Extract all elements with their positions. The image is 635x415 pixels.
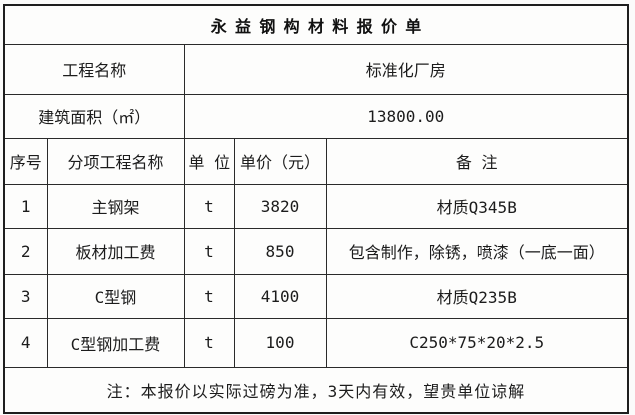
col-header-remark: 备 注 bbox=[325, 137, 629, 185]
col-header-seq: 序号 bbox=[3, 137, 48, 185]
cell-item-name: C型钢 bbox=[46, 273, 185, 319]
project-name-row: 工程名称 标准化厂房 bbox=[3, 43, 629, 95]
project-name-label: 工程名称 bbox=[3, 43, 185, 95]
table-row: 2 板材加工费 t 850 包含制作，除锈，喷漆（一底一面） bbox=[3, 227, 629, 275]
footer-note: 注：本报价以实际过磅为准，3天内有效，望贵单位谅解 bbox=[3, 366, 629, 414]
building-area-label: 建筑面积（㎡） bbox=[3, 93, 185, 139]
cell-item-name: 板材加工费 bbox=[46, 227, 185, 275]
table-row: 1 主钢架 t 3820 材质Q345B bbox=[3, 183, 629, 229]
cell-seq: 2 bbox=[3, 227, 48, 275]
table-row: 4 C型钢加工费 t 100 C250*75*20*2.5 bbox=[3, 317, 629, 368]
cell-unit: t bbox=[183, 183, 235, 229]
building-area-value: 13800.00 bbox=[183, 93, 629, 139]
cell-unit: t bbox=[183, 273, 235, 319]
cell-unit-price: 3820 bbox=[233, 183, 327, 229]
col-header-unit-price: 单价（元） bbox=[233, 137, 327, 185]
quotation-table: 永益钢构材料报价单 工程名称 标准化厂房 建筑面积（㎡） 13800.00 序号… bbox=[3, 4, 629, 414]
cell-unit: t bbox=[183, 317, 235, 368]
col-header-unit: 单 位 bbox=[183, 137, 235, 185]
project-name-value: 标准化厂房 bbox=[183, 43, 629, 95]
page-title: 永益钢构材料报价单 bbox=[3, 4, 629, 45]
cell-item-name: 主钢架 bbox=[46, 183, 185, 229]
cell-unit-price: 100 bbox=[233, 317, 327, 368]
cell-unit: t bbox=[183, 227, 235, 275]
cell-remark: 材质Q345B bbox=[325, 183, 629, 229]
table-row: 3 C型钢 t 4100 材质Q235B bbox=[3, 273, 629, 319]
cell-seq: 3 bbox=[3, 273, 48, 319]
cell-seq: 1 bbox=[3, 183, 48, 229]
col-header-item-name: 分项工程名称 bbox=[46, 137, 185, 185]
cell-seq: 4 bbox=[3, 317, 48, 368]
building-area-row: 建筑面积（㎡） 13800.00 bbox=[3, 93, 629, 139]
cell-remark: 材质Q235B bbox=[325, 273, 629, 319]
title-row: 永益钢构材料报价单 bbox=[3, 4, 629, 45]
cell-unit-price: 4100 bbox=[233, 273, 327, 319]
quotation-sheet: 永益钢构材料报价单 工程名称 标准化厂房 建筑面积（㎡） 13800.00 序号… bbox=[3, 4, 629, 414]
cell-remark: C250*75*20*2.5 bbox=[325, 317, 629, 368]
cell-item-name: C型钢加工费 bbox=[46, 317, 185, 368]
cell-remark: 包含制作，除锈，喷漆（一底一面） bbox=[325, 227, 629, 275]
cell-unit-price: 850 bbox=[233, 227, 327, 275]
footer-row: 注：本报价以实际过磅为准，3天内有效，望贵单位谅解 bbox=[3, 366, 629, 414]
table-header-row: 序号 分项工程名称 单 位 单价（元） 备 注 bbox=[3, 137, 629, 185]
